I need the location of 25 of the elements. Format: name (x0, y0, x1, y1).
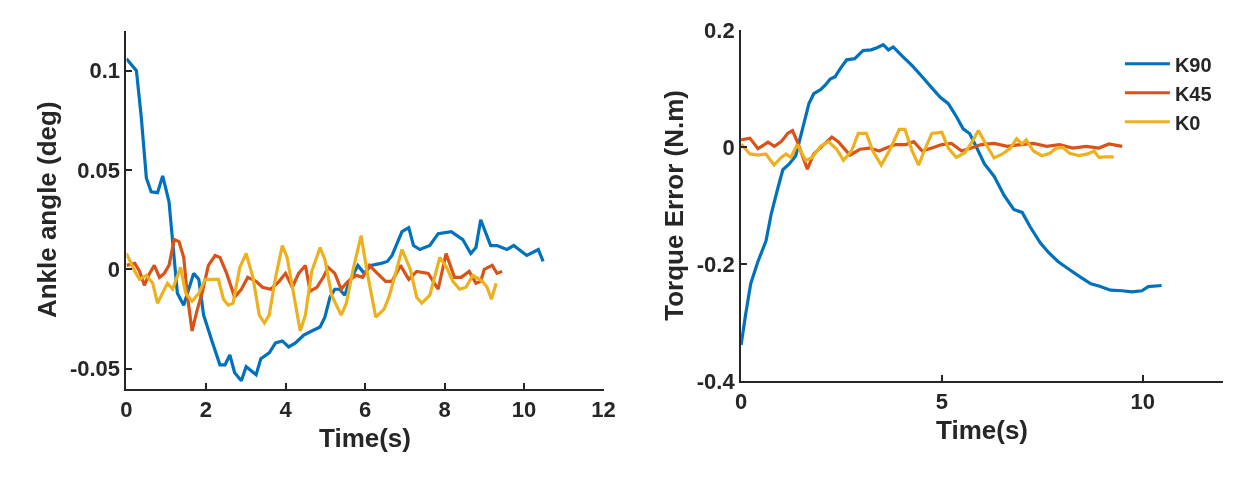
y-tick-label: 0 (722, 134, 735, 160)
x-tick-label: 2 (199, 397, 213, 423)
y-tick-label: -0.4 (696, 368, 736, 394)
line-series (126, 57, 545, 383)
x-tick-label: 4 (279, 397, 293, 423)
x-tick-label: 10 (1130, 389, 1155, 415)
legend-label: K45 (1174, 82, 1212, 105)
x-tick-label: 5 (935, 389, 948, 415)
y-tick-label: 0.05 (77, 157, 121, 183)
y-axis-title: Torque Error (N.m) (658, 90, 689, 321)
y-tick-label: -0.05 (69, 356, 121, 382)
x-axis-title: Time(s) (319, 423, 412, 454)
y-tick-label: 0.1 (89, 58, 121, 84)
x-tick-label: 12 (591, 397, 616, 423)
y-axis-title: Ankle angle (deg) (31, 101, 62, 319)
x-tick-label: 10 (511, 397, 537, 423)
legend-label: K0 (1174, 111, 1201, 134)
y-tick-label: 0.2 (704, 17, 735, 43)
y-tick-label: -0.2 (696, 251, 735, 277)
legend-label: K90 (1174, 53, 1212, 76)
line-series (741, 43, 1164, 347)
x-tick-label: 6 (358, 397, 372, 423)
x-axis-title: Time(s) (936, 415, 1029, 446)
x-tick-label: 8 (438, 397, 451, 423)
y-tick-label: 0 (107, 257, 121, 283)
